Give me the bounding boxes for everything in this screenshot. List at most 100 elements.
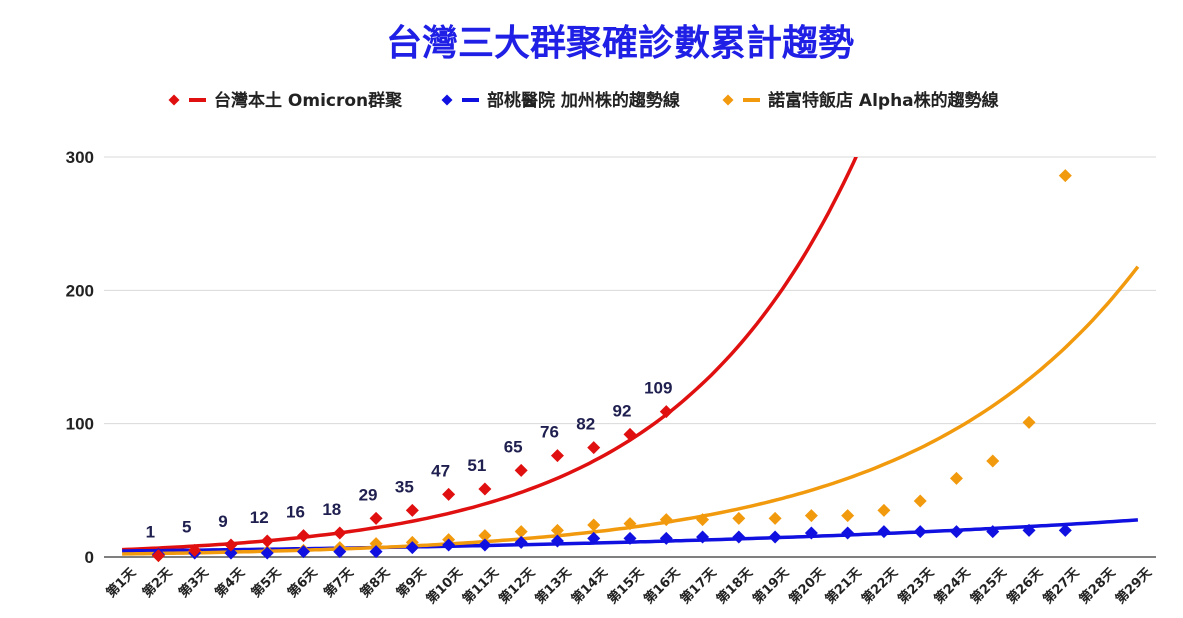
data-point [550, 534, 564, 548]
data-point [623, 427, 637, 441]
x-tick-label: 第23天 [895, 564, 938, 607]
data-point [623, 517, 637, 531]
data-label: 82 [576, 415, 595, 434]
x-tick-label: 第28天 [1076, 564, 1119, 607]
data-point [1022, 415, 1036, 429]
y-tick-label: 0 [85, 548, 94, 567]
trendline [122, 157, 858, 552]
x-tick-label: 第7天 [321, 564, 358, 601]
x-tick-label: 第17天 [677, 564, 720, 607]
data-point [659, 513, 673, 527]
data-point [151, 549, 165, 563]
x-tick-label: 第21天 [822, 564, 865, 607]
x-tick-label: 第3天 [176, 564, 213, 601]
data-point [1022, 523, 1036, 537]
chart-title: 台灣三大群聚確診數累計趨勢 [386, 23, 854, 64]
data-point [188, 543, 202, 557]
data-label: 9 [218, 512, 227, 531]
data-label: 18 [322, 500, 341, 519]
x-tick-label: 第5天 [248, 564, 285, 601]
data-point [478, 529, 492, 543]
data-point [841, 509, 855, 523]
x-tick-label: 第18天 [713, 564, 756, 607]
trendlines [122, 157, 1140, 556]
data-point [623, 531, 637, 545]
x-tick-label: 第20天 [786, 564, 829, 607]
data-point [550, 449, 564, 463]
gridlines [104, 156, 1156, 425]
data-point [877, 503, 891, 517]
data-label: 16 [286, 503, 305, 522]
legend-marker [722, 94, 734, 106]
data-label: 51 [467, 456, 486, 475]
data-point [768, 511, 782, 525]
data-point [659, 405, 673, 419]
data-point [587, 441, 601, 455]
y-tick-label: 300 [66, 148, 94, 167]
data-point [478, 538, 492, 552]
data-point [949, 525, 963, 539]
data-point [369, 511, 383, 525]
data-point [913, 494, 927, 508]
data-point [442, 538, 456, 552]
x-tick-label: 第4天 [212, 564, 249, 601]
legend-marker [441, 94, 453, 106]
data-point [804, 526, 818, 540]
data-point [841, 526, 855, 540]
data-point [804, 509, 818, 523]
data-point [224, 538, 238, 552]
x-tick-label: 第2天 [139, 564, 176, 601]
legend: 台灣本土 Omicron群聚 部桃醫院 加州株的趨勢線 諾富特飯店 Alpha株的趨… [168, 90, 999, 111]
legend-label: 部桃醫院 加州株的趨勢線 [487, 90, 680, 111]
data-point [514, 525, 528, 539]
data-point [260, 546, 274, 560]
legend-label: 台灣本土 Omicron群聚 [214, 90, 403, 111]
data-point [260, 534, 274, 548]
data-label: 47 [431, 461, 450, 480]
data-label: 65 [504, 437, 523, 456]
data-point [732, 511, 746, 525]
x-tick-label: 第15天 [605, 564, 648, 607]
data-label: 5 [182, 517, 191, 536]
x-tick-label: 第13天 [532, 564, 575, 607]
data-point [1058, 169, 1072, 183]
data-label: 92 [613, 401, 632, 420]
data-point [333, 526, 347, 540]
data-points [151, 169, 1072, 563]
x-tick-label: 第27天 [1040, 564, 1083, 607]
data-point [514, 463, 528, 477]
data-label: 109 [644, 379, 672, 398]
data-label: 12 [250, 508, 269, 527]
x-tick-label: 第16天 [641, 564, 684, 607]
data-point [587, 531, 601, 545]
data-point [696, 513, 710, 527]
data-point [369, 537, 383, 551]
y-tick-label: 200 [66, 281, 94, 300]
data-point [732, 530, 746, 544]
x-tick-label: 第24天 [931, 564, 974, 607]
y-tick-label: 100 [66, 415, 94, 434]
x-tick-label: 第14天 [568, 564, 611, 607]
data-point [696, 530, 710, 544]
x-tick-label: 第25天 [967, 564, 1010, 607]
data-label: 76 [540, 423, 559, 442]
x-tick-label: 第12天 [496, 564, 539, 607]
data-label: 29 [359, 485, 378, 504]
legend-label: 諾富特飯店 Alpha株的趨勢線 [768, 90, 999, 111]
x-tick-label: 第19天 [750, 564, 793, 607]
y-axis-ticks: 0 100 200 300 [66, 148, 94, 567]
data-point [478, 482, 492, 496]
x-tick-label: 第26天 [1004, 564, 1047, 607]
data-point [333, 545, 347, 559]
x-tick-label: 第10天 [423, 564, 466, 607]
data-label: 35 [395, 477, 414, 496]
data-point [659, 531, 673, 545]
data-point [913, 525, 927, 539]
legend-marker [168, 94, 180, 106]
data-point [442, 487, 456, 501]
x-tick-label: 第29天 [1112, 564, 1155, 607]
data-point [1058, 523, 1072, 537]
data-point [587, 518, 601, 532]
data-point [514, 535, 528, 549]
